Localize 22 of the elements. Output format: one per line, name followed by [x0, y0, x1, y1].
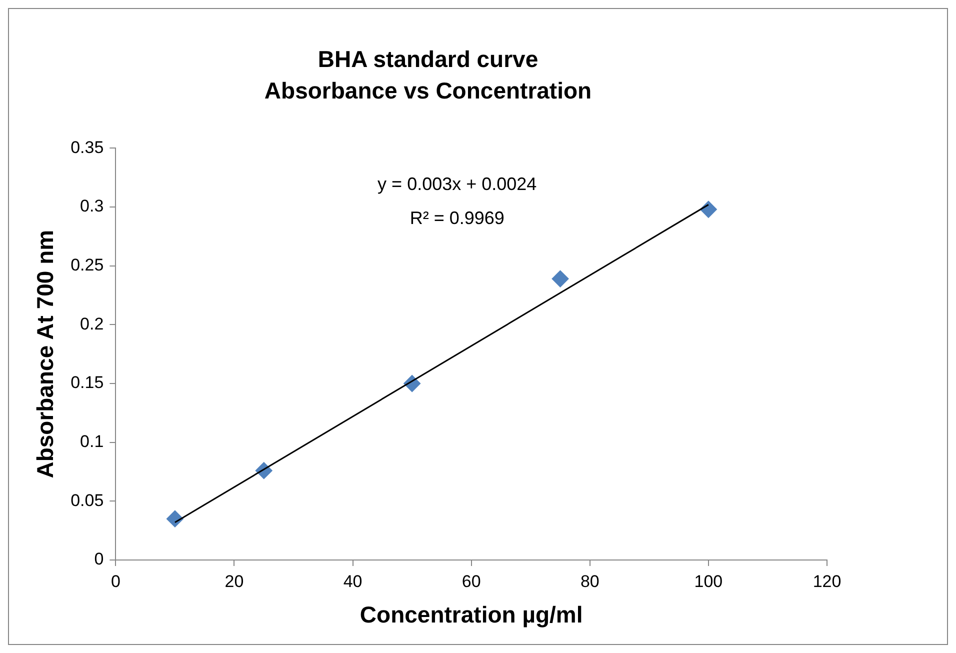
- point: [552, 270, 569, 288]
- x-tick-label: 100: [694, 572, 723, 591]
- x-tick-label: 60: [462, 572, 481, 591]
- y-tick-label: 0.35: [70, 138, 104, 157]
- y-tick-label: 0.25: [70, 256, 104, 275]
- x-axis-title: Concentration µg/ml: [360, 602, 583, 628]
- y-tick-label: 0: [94, 550, 104, 569]
- y-tick-label: 0.1: [80, 432, 104, 452]
- y-tick-label: 0.15: [70, 373, 104, 392]
- x-tick-label: 20: [224, 572, 244, 591]
- annotation: y = 0.003x + 0.0024: [378, 174, 537, 194]
- x-tick-label: 40: [343, 572, 362, 591]
- chart-subtitle: Absorbance vs Concentration: [264, 78, 592, 104]
- y-tick-label: 0.05: [70, 490, 104, 510]
- x-tick-label: 0: [110, 572, 120, 591]
- x-tick-label: 120: [812, 572, 842, 591]
- y-tick-label: 0.2: [80, 314, 104, 334]
- y-tick-label: 0.3: [80, 196, 104, 216]
- y-axis-title: Absorbance At 700 nm: [32, 230, 58, 478]
- chart-title: BHA standard curve: [318, 46, 538, 72]
- x-tick-label: 80: [580, 572, 600, 591]
- annotation: R² = 0.9969: [410, 208, 504, 228]
